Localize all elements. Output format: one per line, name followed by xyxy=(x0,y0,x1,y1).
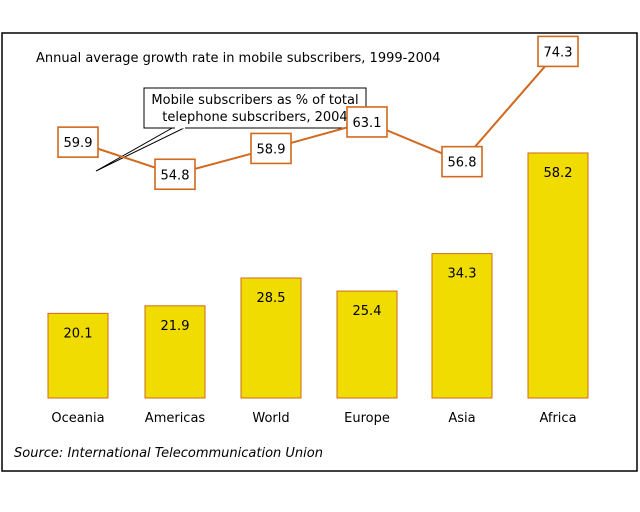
line-value-label: 56.8 xyxy=(448,156,477,171)
callout-box xyxy=(143,87,367,129)
chart-title: Annual average growth rate in mobile sub… xyxy=(36,51,440,66)
category-axis: Oceania Americas World Europe Asia Africa xyxy=(51,411,576,426)
line-value-label: 74.3 xyxy=(544,45,573,60)
category-label-europe: Europe xyxy=(344,411,390,426)
line-series: 59.9 54.8 58.9 63.1 56.8 74.3 xyxy=(57,35,579,191)
callout-line-1: Mobile subscribers as % of total xyxy=(151,93,358,108)
bar-world xyxy=(240,277,302,399)
category-label-world: World xyxy=(252,411,289,426)
line-value-label: 59.9 xyxy=(64,136,93,151)
line-point-africa xyxy=(537,35,579,68)
bar-value-label: 34.3 xyxy=(448,267,477,282)
line-point-americas xyxy=(154,158,196,191)
line-point-world xyxy=(250,132,292,165)
bar-asia xyxy=(431,253,493,399)
line-point-asia xyxy=(441,145,483,178)
bar-americas xyxy=(144,305,206,399)
line-point-oceania xyxy=(57,126,99,158)
source-note: Source: International Telecommunication … xyxy=(14,446,323,461)
callout-line-2: telephone subscribers, 2004 xyxy=(162,110,347,125)
bar-oceania xyxy=(47,312,109,399)
bar-europe xyxy=(336,290,398,399)
line-value-label: 63.1 xyxy=(353,116,382,131)
bar-value-label: 58.2 xyxy=(544,166,573,181)
bar-value-label: 28.5 xyxy=(257,291,286,306)
bar-series: 20.1 21.9 28.5 25.4 34.3 58.2 xyxy=(47,152,589,399)
category-label-americas: Americas xyxy=(145,411,206,426)
category-label-africa: Africa xyxy=(539,411,576,426)
line-value-label: 54.8 xyxy=(161,168,190,183)
bar-value-label: 21.9 xyxy=(161,319,190,334)
category-label-asia: Asia xyxy=(448,411,475,426)
bar-africa xyxy=(527,152,589,399)
callout: Mobile subscribers as % of total telepho… xyxy=(95,87,367,172)
bar-value-label: 20.1 xyxy=(64,326,93,341)
line-value-label: 58.9 xyxy=(257,142,286,157)
line-point-europe xyxy=(346,106,388,138)
bar-value-label: 25.4 xyxy=(353,304,382,319)
category-label-oceania: Oceania xyxy=(51,411,104,426)
